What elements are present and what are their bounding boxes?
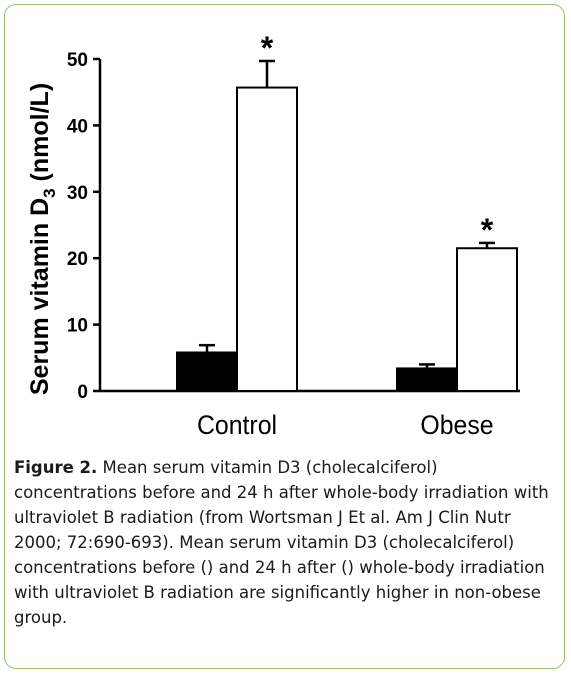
- bar-chart: Serum vitamin D3 (nmol/L) 0 10 20 30 40 50 * * C…: [26, 30, 520, 440]
- y-tick-label: 40: [67, 116, 88, 137]
- significance-marker: *: [261, 30, 274, 66]
- bar: [176, 351, 238, 393]
- caption-text: Mean serum vitamin D3 (cholecalciferol) …: [14, 458, 549, 627]
- figure-caption: Figure 2. Mean serum vitamin D3 (choleca…: [14, 455, 554, 630]
- y-tick-label: 50: [67, 50, 88, 71]
- x-category-label: Obese: [420, 411, 493, 440]
- bar: [456, 247, 518, 392]
- x-category-label: Control: [197, 411, 277, 440]
- y-tick-label: 10: [67, 316, 88, 337]
- y-tick-label: 30: [67, 183, 88, 204]
- bar: [396, 367, 458, 393]
- significance-marker: *: [481, 212, 494, 248]
- caption-label: Figure 2.: [14, 458, 98, 477]
- y-axis-label: Serum vitamin D3 (nmol/L): [26, 83, 59, 395]
- bar: [236, 86, 298, 392]
- y-tick-label: 20: [67, 249, 88, 270]
- y-tick-label: 0: [77, 382, 88, 403]
